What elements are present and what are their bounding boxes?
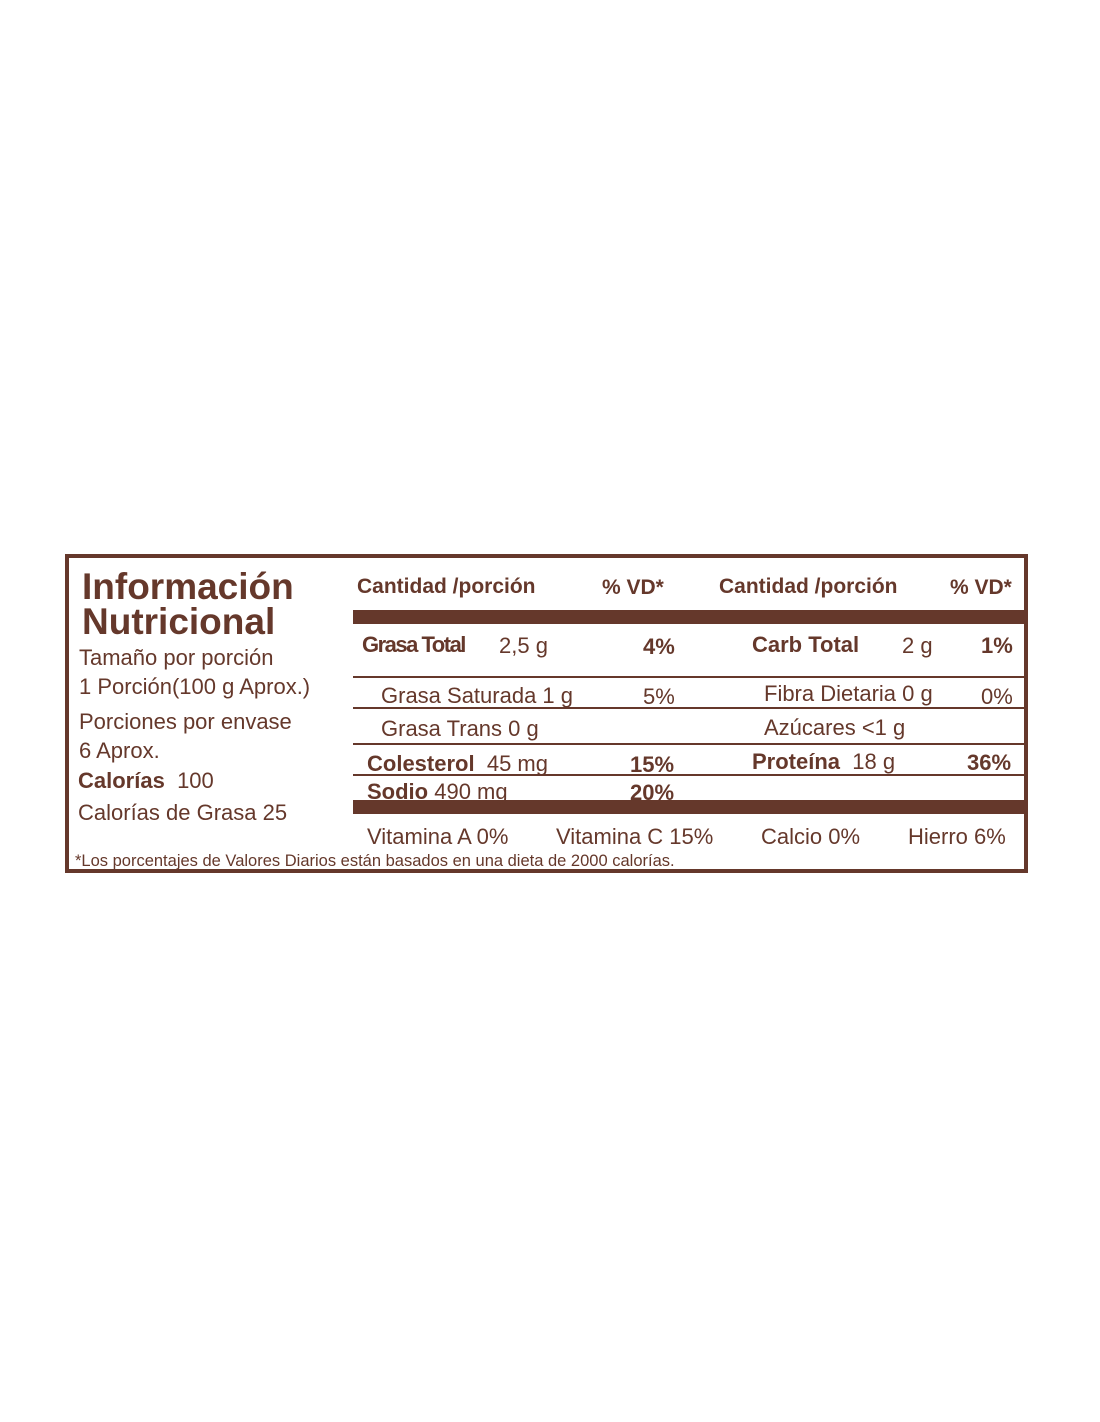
header-dv-right: % VD* [950,576,1012,599]
sat-fat-name: Grasa Saturada 1 g [381,683,574,708]
protein: Proteína 18 g [752,751,895,773]
protein-name: Proteína [752,749,841,774]
calories-value: 100 [177,768,214,793]
fiber-name: Fibra Dietaria 0 g [764,681,933,706]
sodium-amount: 490 mg [434,779,508,804]
total-fat-name: Grasa Total [362,632,466,657]
title-line2: Nutricional [82,601,276,642]
sodium-name: Sodio [367,779,429,804]
carb-dv: 1% [981,633,1013,658]
total-fat-amount: 2,5 g [499,633,548,658]
cholesterol-dv: 15% [630,752,675,777]
sodium: Sodio 490 mg [367,781,508,803]
header-amount-right: Cantidad /porción [719,575,898,598]
cholesterol-amount: 45 mg [486,751,548,776]
footnote: *Los porcentajes de Valores Diarios está… [75,852,675,870]
header-dv-left: % VD* [602,576,664,599]
cholesterol: Colesterol 45 mg [367,753,548,775]
total-fat-dv: 4% [643,634,675,659]
cholesterol-name: Colesterol [367,751,475,776]
thick-divider [353,800,1024,814]
carb-amount: 2 g [902,633,933,658]
servings-value: 6 Aprox. [79,738,160,763]
nutrition-facts-label: Información Nutricional Tamaño por porci… [65,554,1028,873]
sugars-name: Azúcares <1 g [764,715,906,740]
divider [353,707,1024,709]
divider [353,774,1024,776]
protein-amount: 18 g [852,749,896,774]
sodium-dv: 20% [630,780,675,805]
divider [353,743,1024,745]
fat-calories: Calorías de Grasa 25 [78,800,288,825]
protein-dv: 36% [967,750,1012,775]
serving-size-label: Tamaño por porción [79,645,274,670]
serving-size-value: 1 Porción(100 g Aprox.) [79,674,311,699]
title-line1: Información [82,566,294,607]
divider [353,676,1024,678]
calories-label: Calorías [78,768,165,793]
thick-divider [353,610,1024,624]
calories: Calorías 100 [78,770,214,792]
vitamin-a: Vitamina A 0% [367,824,509,849]
carb-name: Carb Total [752,632,860,657]
trans-fat-name: Grasa Trans 0 g [381,716,539,741]
iron: Hierro 6% [908,824,1006,849]
servings-label: Porciones por envase [79,709,292,734]
calcium: Calcio 0% [761,824,861,849]
header-amount-left: Cantidad /porción [357,575,536,598]
vitamin-c: Vitamina C 15% [556,824,714,849]
sat-fat-dv: 5% [643,684,675,709]
fiber-dv: 0% [981,684,1013,709]
